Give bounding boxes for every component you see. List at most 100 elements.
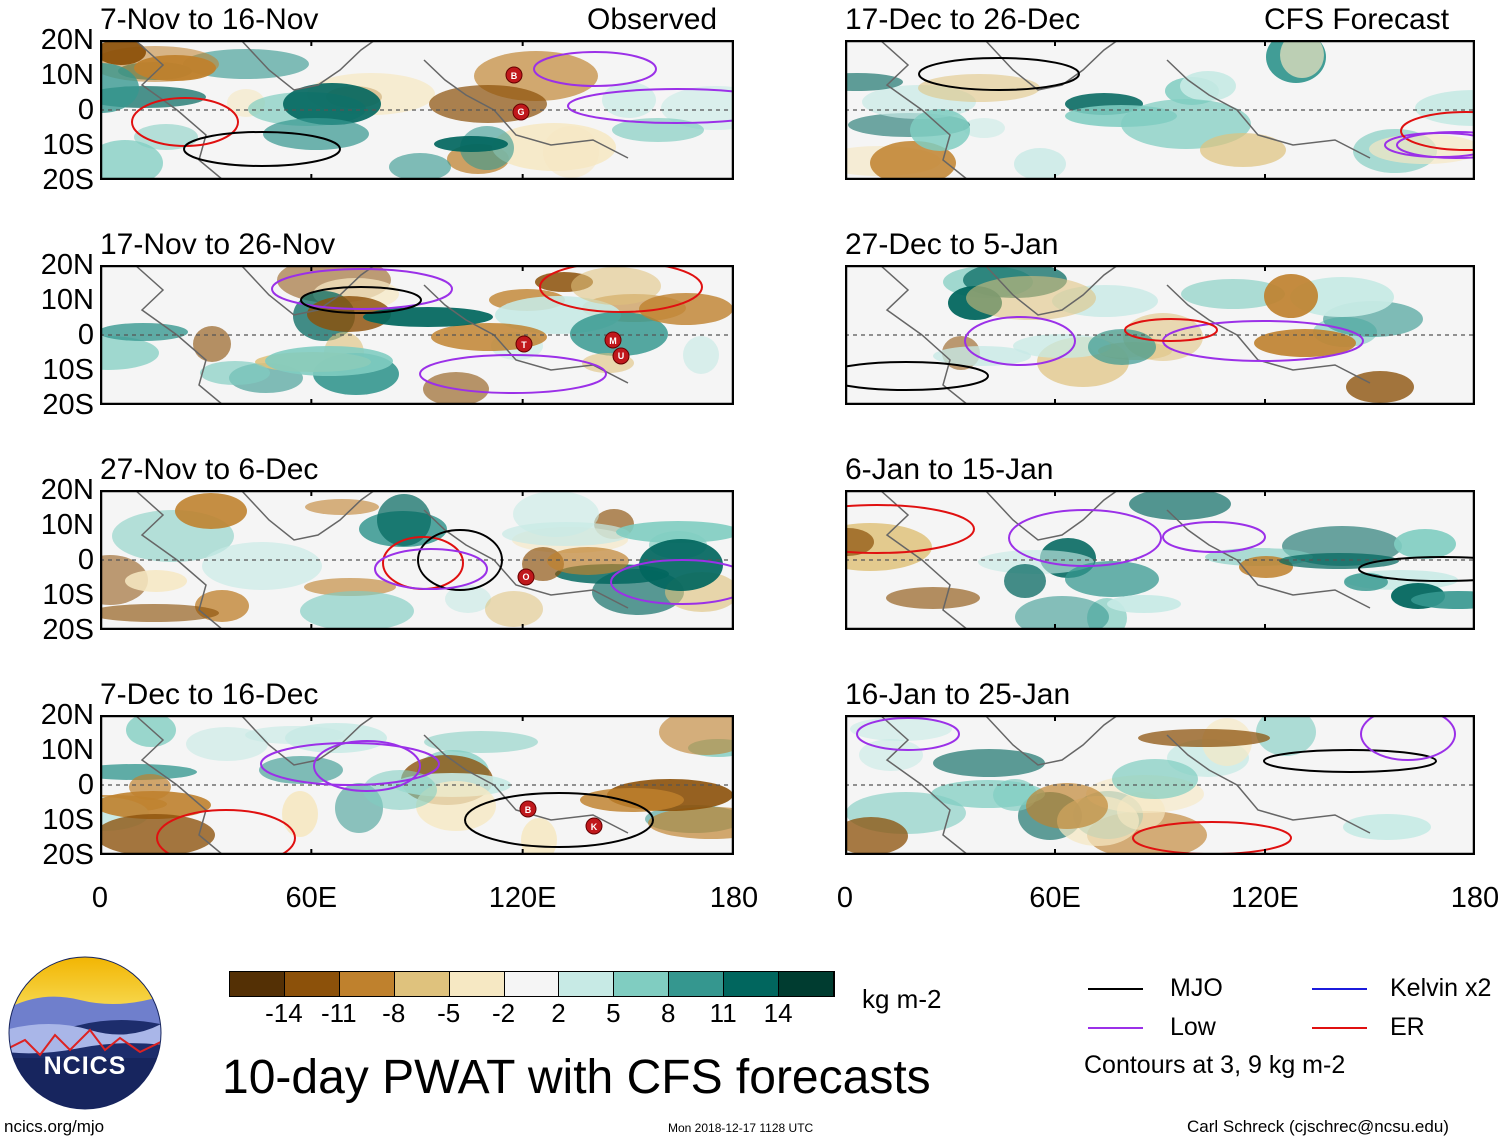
wave-contour — [417, 529, 503, 591]
anomaly-shading — [910, 109, 970, 151]
wave-contour — [1358, 556, 1475, 582]
wave-contour — [539, 265, 703, 313]
colorbar-label: 8 — [661, 998, 676, 1028]
panel-title: 16-Jan to 25-Jan — [845, 678, 1071, 711]
anomaly-shading — [1279, 553, 1399, 569]
y-tick-label: 10S — [42, 354, 94, 386]
anomaly-shading — [612, 118, 704, 142]
y-tick-label: 20N — [40, 249, 94, 281]
cyclone-label: U — [618, 351, 625, 361]
x-tick-label: 60E — [285, 882, 338, 914]
anomaly-shading — [307, 296, 391, 332]
anomaly-shading — [1026, 783, 1108, 829]
anomaly-shading — [429, 85, 547, 123]
wave-contour — [313, 740, 421, 792]
ncics-logo-icon — [9, 957, 161, 1109]
anomaly-shading — [639, 539, 723, 591]
colorbar-swatch — [669, 972, 725, 996]
map-panel: BK — [100, 715, 734, 855]
colorbar-swatch — [724, 972, 780, 996]
map-panel: O — [100, 490, 734, 630]
x-tick-label: 180 — [1450, 882, 1500, 914]
colorbar-swatch — [230, 972, 285, 996]
legend-line-er — [1312, 1027, 1367, 1029]
wave-contour — [374, 548, 488, 590]
anomaly-shading — [1344, 573, 1388, 591]
legend-label-kelvin: Kelvin x2 — [1390, 974, 1492, 1002]
panel-frame — [845, 490, 1475, 630]
anomaly-shading — [129, 774, 171, 800]
anomaly-shading — [571, 267, 661, 305]
coastline — [134, 490, 629, 630]
panel-title: 17-Nov to 26-Nov — [100, 228, 336, 261]
anomaly-shading — [1107, 595, 1181, 613]
anomaly-shading — [100, 791, 211, 819]
cyclone-label: B — [511, 71, 518, 81]
anomaly-shading — [100, 40, 146, 65]
wave-contour — [845, 361, 989, 391]
map-panel: GB — [100, 40, 734, 180]
anomaly-shading — [445, 585, 491, 613]
colorbar — [229, 971, 835, 997]
x-tick-label: 120E — [1231, 882, 1299, 914]
cyclone-label: K — [591, 822, 598, 832]
panel-frame — [100, 490, 734, 630]
wave-contour — [1396, 131, 1475, 159]
cyclone-marker-icon — [515, 335, 533, 353]
wave-contour — [464, 792, 654, 848]
panel-title: 27-Nov to 6-Dec — [100, 453, 319, 486]
anomaly-shading — [1015, 596, 1109, 630]
y-tick-label: 20S — [42, 839, 94, 871]
colorbar-label: -5 — [437, 998, 461, 1028]
y-tick-label: 20N — [40, 699, 94, 731]
wave-contour — [260, 742, 440, 786]
x-tick-label: 60E — [1029, 882, 1081, 914]
anomaly-shading — [134, 55, 216, 81]
anomaly-shading — [424, 731, 538, 753]
anomaly-shading — [580, 788, 684, 812]
wave-contour — [856, 717, 960, 751]
anomaly-shading — [126, 715, 176, 747]
anomaly-shading — [100, 555, 148, 605]
wave-contour — [183, 131, 341, 167]
colorbar-swatch — [559, 972, 615, 996]
cyclone-marker-icon — [585, 817, 603, 835]
y-tick-label: 20N — [40, 474, 94, 506]
wave-contour — [845, 504, 975, 554]
legend-line-low — [1088, 1027, 1143, 1029]
panel-title: 7-Dec to 16-Dec — [100, 678, 319, 711]
colorbar-label: -11 — [320, 998, 357, 1028]
anomaly-shading — [1129, 490, 1231, 520]
wave-contour — [156, 809, 296, 855]
y-tick-label: 10S — [42, 129, 94, 161]
colorbar-swatch — [614, 972, 670, 996]
anomaly-shading — [543, 126, 599, 178]
anomaly-shading — [1065, 561, 1159, 597]
anomaly-shading — [602, 82, 656, 118]
y-tick-label: 0 — [77, 544, 94, 576]
coastline — [879, 490, 1371, 630]
anomaly-shading — [305, 499, 379, 515]
colorbar-swatch — [504, 972, 560, 996]
colorbar-label: 14 — [763, 998, 793, 1028]
panel-title: 7-Nov to 16-Nov — [100, 3, 319, 36]
anomaly-shading — [933, 749, 1045, 777]
y-tick-label: 10N — [40, 284, 94, 316]
y-tick-label: 10N — [40, 509, 94, 541]
logo-text: NCICS — [43, 1052, 127, 1080]
anomaly-shading — [1117, 792, 1165, 830]
cyclone-label: T — [521, 340, 527, 350]
cfs-forecast-label: CFS Forecast — [1264, 3, 1450, 36]
coastline — [879, 715, 1371, 855]
site-link[interactable]: ncics.org/mjo — [4, 1117, 105, 1136]
author-credit: Carl Schreck (cjschrec@ncsu.edu) — [1187, 1117, 1449, 1136]
anomaly-shading — [661, 86, 734, 130]
legend-line-kelvin — [1312, 988, 1367, 990]
cyclone-marker-icon — [505, 66, 523, 84]
y-tick-label: 0 — [77, 769, 94, 801]
anomaly-shading — [389, 153, 451, 180]
wave-contour — [1263, 749, 1437, 773]
anomaly-shading — [1180, 71, 1236, 101]
colorbar-label: -8 — [382, 998, 406, 1028]
anomaly-shading — [304, 578, 396, 596]
